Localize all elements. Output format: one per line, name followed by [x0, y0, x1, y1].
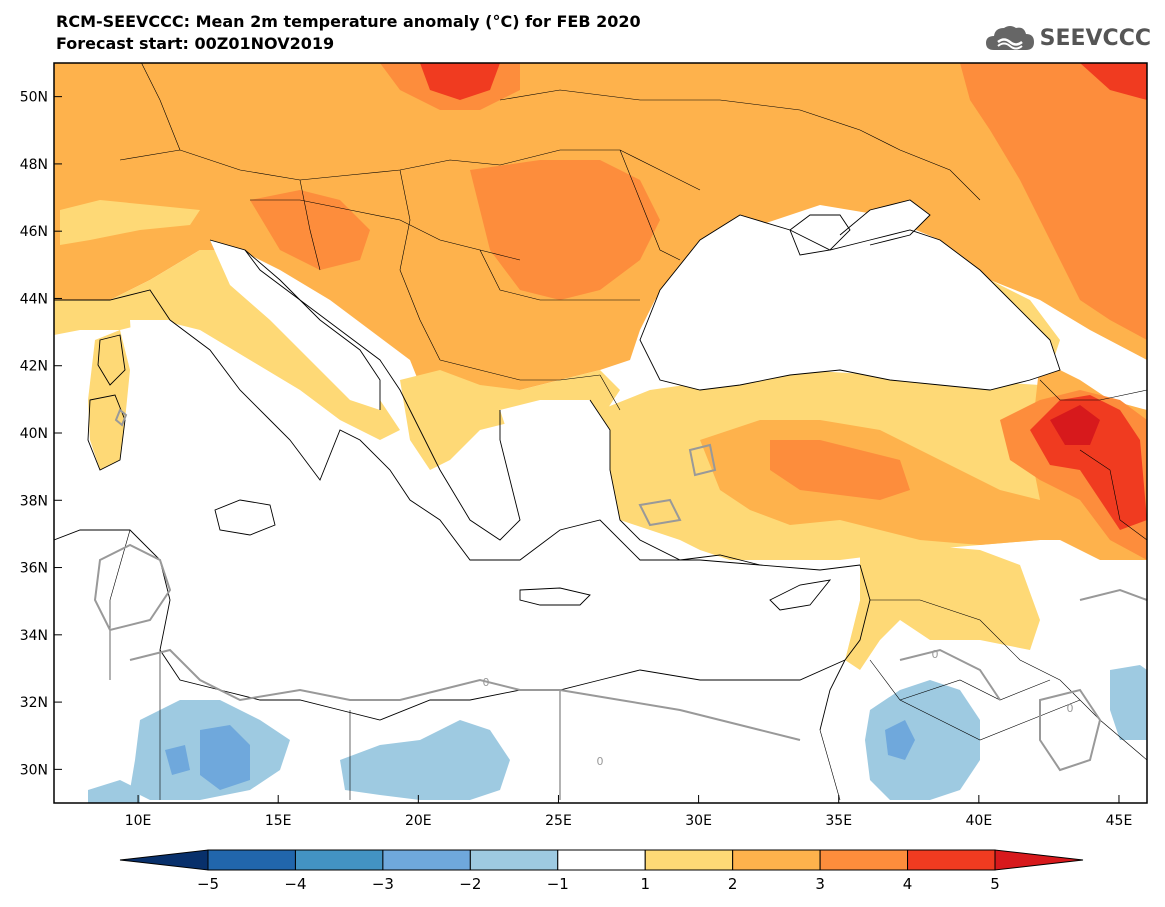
colorbar-box: [469, 849, 559, 871]
zero-contours: [93, 408, 1147, 772]
lon-tick-label: 35E: [825, 813, 852, 829]
map-title: RCM-SEEVCCC: Mean 2m temperature anomaly…: [56, 12, 641, 31]
anomaly-zone-1to2-levant: [845, 540, 1040, 670]
colorbar-box: [382, 849, 471, 871]
coastline-africa: [54, 529, 846, 721]
logo-text: SEEVCCC: [1039, 25, 1151, 51]
lat-tick-label: 48N: [20, 157, 48, 173]
colorbar-box: [644, 849, 734, 871]
contour-label: 0: [597, 755, 604, 768]
coastline-black-sea: [639, 214, 1061, 391]
lon-tick-label: 25E: [545, 813, 572, 829]
coastline-cyprus: [769, 579, 832, 611]
coastline-crete: [519, 587, 591, 606]
colorbar-box: [907, 849, 996, 871]
lat-tick-label: 36N: [20, 561, 48, 577]
coastline-sardinia: [87, 394, 126, 471]
anomaly-zone-neg2to3-arabia: [885, 720, 915, 760]
lat-tick-label: 38N: [20, 493, 48, 509]
coastline-balkans: [244, 249, 521, 541]
anomaly-zone-neg2to3-libya: [200, 725, 250, 790]
colorbar-level-label: 4: [903, 875, 913, 893]
anomaly-zone-neg1to2-tunisia: [88, 780, 140, 803]
coastline-levant: [819, 564, 871, 731]
anomaly-zone-3to4-anatolia-east: [770, 440, 910, 500]
tyrrhenian-sea: [130, 320, 280, 520]
colorbar-box: [207, 849, 296, 871]
lon-tick-label: 40E: [966, 813, 993, 829]
colorbar-level-label: −5: [197, 875, 219, 893]
lat-tick-label: 44N: [20, 291, 48, 307]
lon-tick-label: 15E: [265, 813, 292, 829]
lat-tick-label: 32N: [20, 695, 48, 711]
colorbar: −5 −4 −3 −2 −1 1 2 3 4 5: [119, 849, 1084, 893]
contour-label: 0: [932, 648, 939, 661]
colorbar-min-arrow: [119, 849, 209, 871]
contour-label: 0: [483, 676, 490, 689]
coastlines: [54, 199, 1061, 731]
anomaly-zone-4to5-northeast: [1080, 63, 1147, 100]
lat-ticks: 50N 48N 46N 44N 42N 40N 38N 36N 34N 32N 30N: [20, 90, 62, 778]
colorbar-level-label: 3: [815, 875, 825, 893]
colorbar-level-label: 5: [990, 875, 1000, 893]
lon-tick-label: 10E: [125, 813, 152, 829]
anomaly-zone-1to2-west: [54, 250, 400, 440]
coastline-corsica: [97, 334, 126, 386]
colorbar-max-arrow: [994, 849, 1084, 871]
anomaly-zone-neg1to2-arabia: [865, 680, 980, 800]
azov-sea: [840, 200, 930, 245]
lat-tick-label: 40N: [20, 426, 48, 442]
lon-tick-label: 20E: [405, 813, 432, 829]
borders: [109, 63, 1147, 801]
colorbar-level-label: 2: [728, 875, 738, 893]
anomaly-zone-3to4-northeast: [960, 63, 1147, 340]
anomaly-zone-neg1to2-egypt: [340, 720, 510, 800]
colorbar-level-label: 1: [640, 875, 650, 893]
adriatic-sea: [210, 240, 380, 410]
cloud-icon: [985, 26, 1034, 50]
seevccc-logo: SEEVCCC: [984, 22, 1151, 54]
coastline-crimea: [789, 214, 851, 256]
anomaly-zone-neg1to2-gulf: [1110, 665, 1147, 740]
lat-tick-label: 42N: [20, 359, 48, 375]
colorbar-box: [294, 849, 384, 871]
lat-tick-label: 34N: [20, 628, 48, 644]
anomaly-zone-3to4-romania: [470, 160, 660, 300]
colorbar-box: [557, 849, 646, 871]
colorbar-level-label: −1: [547, 875, 569, 893]
forecast-start-label: Forecast start: 00Z01NOV2019: [56, 34, 335, 53]
lon-tick-label: 30E: [685, 813, 712, 829]
black-sea: [640, 215, 1060, 390]
aegean-sea: [500, 400, 620, 540]
lat-tick-label: 46N: [20, 224, 48, 240]
coastline-aegean-east: [589, 399, 761, 566]
coastline-med-north: [54, 289, 861, 571]
anomaly-zone-4to5-north: [420, 63, 500, 100]
lat-tick-label: 30N: [20, 762, 48, 778]
lon-tick-label: 45E: [1106, 813, 1133, 829]
colorbar-level-label: −3: [372, 875, 394, 893]
coastline-azov: [839, 199, 931, 246]
anomaly-zone-gt5-caucasus: [1050, 405, 1100, 445]
anomaly-zone-1to2-alps: [60, 200, 200, 245]
coastline-sicily: [214, 499, 276, 536]
contour-labels: 0 0 0 0: [483, 648, 1074, 768]
lat-tick-label: 50N: [20, 90, 48, 106]
colorbar-level-label: −2: [459, 875, 481, 893]
contour-label: 0: [1067, 702, 1074, 715]
anomaly-zone-neg2to3-libya-small: [165, 745, 190, 775]
lon-ticks: 10E 15E 20E 25E 30E 35E 40E 45E: [125, 795, 1133, 829]
colorbar-level-label: −4: [284, 875, 306, 893]
colorbar-box: [819, 849, 909, 871]
anomaly-field: [54, 63, 1147, 803]
colorbar-box: [732, 849, 821, 871]
